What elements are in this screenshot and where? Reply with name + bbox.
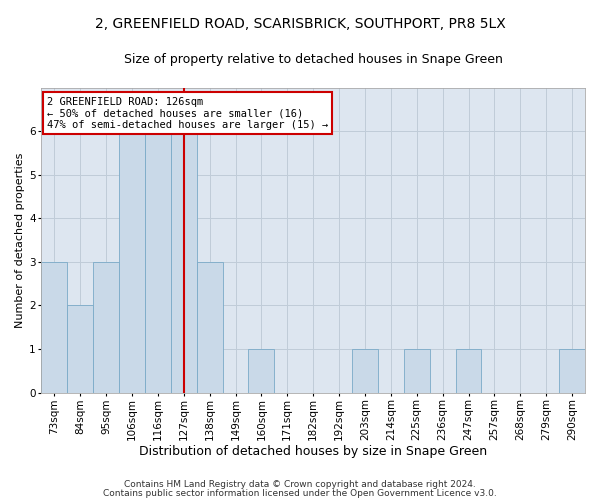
Bar <box>404 349 430 393</box>
Bar <box>248 349 274 393</box>
Bar <box>119 131 145 392</box>
Y-axis label: Number of detached properties: Number of detached properties <box>15 152 25 328</box>
Bar <box>93 262 119 392</box>
X-axis label: Distribution of detached houses by size in Snape Green: Distribution of detached houses by size … <box>139 444 487 458</box>
Text: 2 GREENFIELD ROAD: 126sqm
← 50% of detached houses are smaller (16)
47% of semi-: 2 GREENFIELD ROAD: 126sqm ← 50% of detac… <box>47 96 328 130</box>
Bar <box>197 262 223 392</box>
Text: Contains HM Land Registry data © Crown copyright and database right 2024.: Contains HM Land Registry data © Crown c… <box>124 480 476 489</box>
Bar <box>67 306 93 392</box>
Bar <box>352 349 378 393</box>
Text: 2, GREENFIELD ROAD, SCARISBRICK, SOUTHPORT, PR8 5LX: 2, GREENFIELD ROAD, SCARISBRICK, SOUTHPO… <box>95 18 505 32</box>
Bar <box>145 131 171 392</box>
Bar <box>455 349 481 393</box>
Text: Contains public sector information licensed under the Open Government Licence v3: Contains public sector information licen… <box>103 488 497 498</box>
Bar <box>171 131 197 392</box>
Title: Size of property relative to detached houses in Snape Green: Size of property relative to detached ho… <box>124 52 503 66</box>
Bar <box>559 349 585 393</box>
Bar <box>41 262 67 392</box>
